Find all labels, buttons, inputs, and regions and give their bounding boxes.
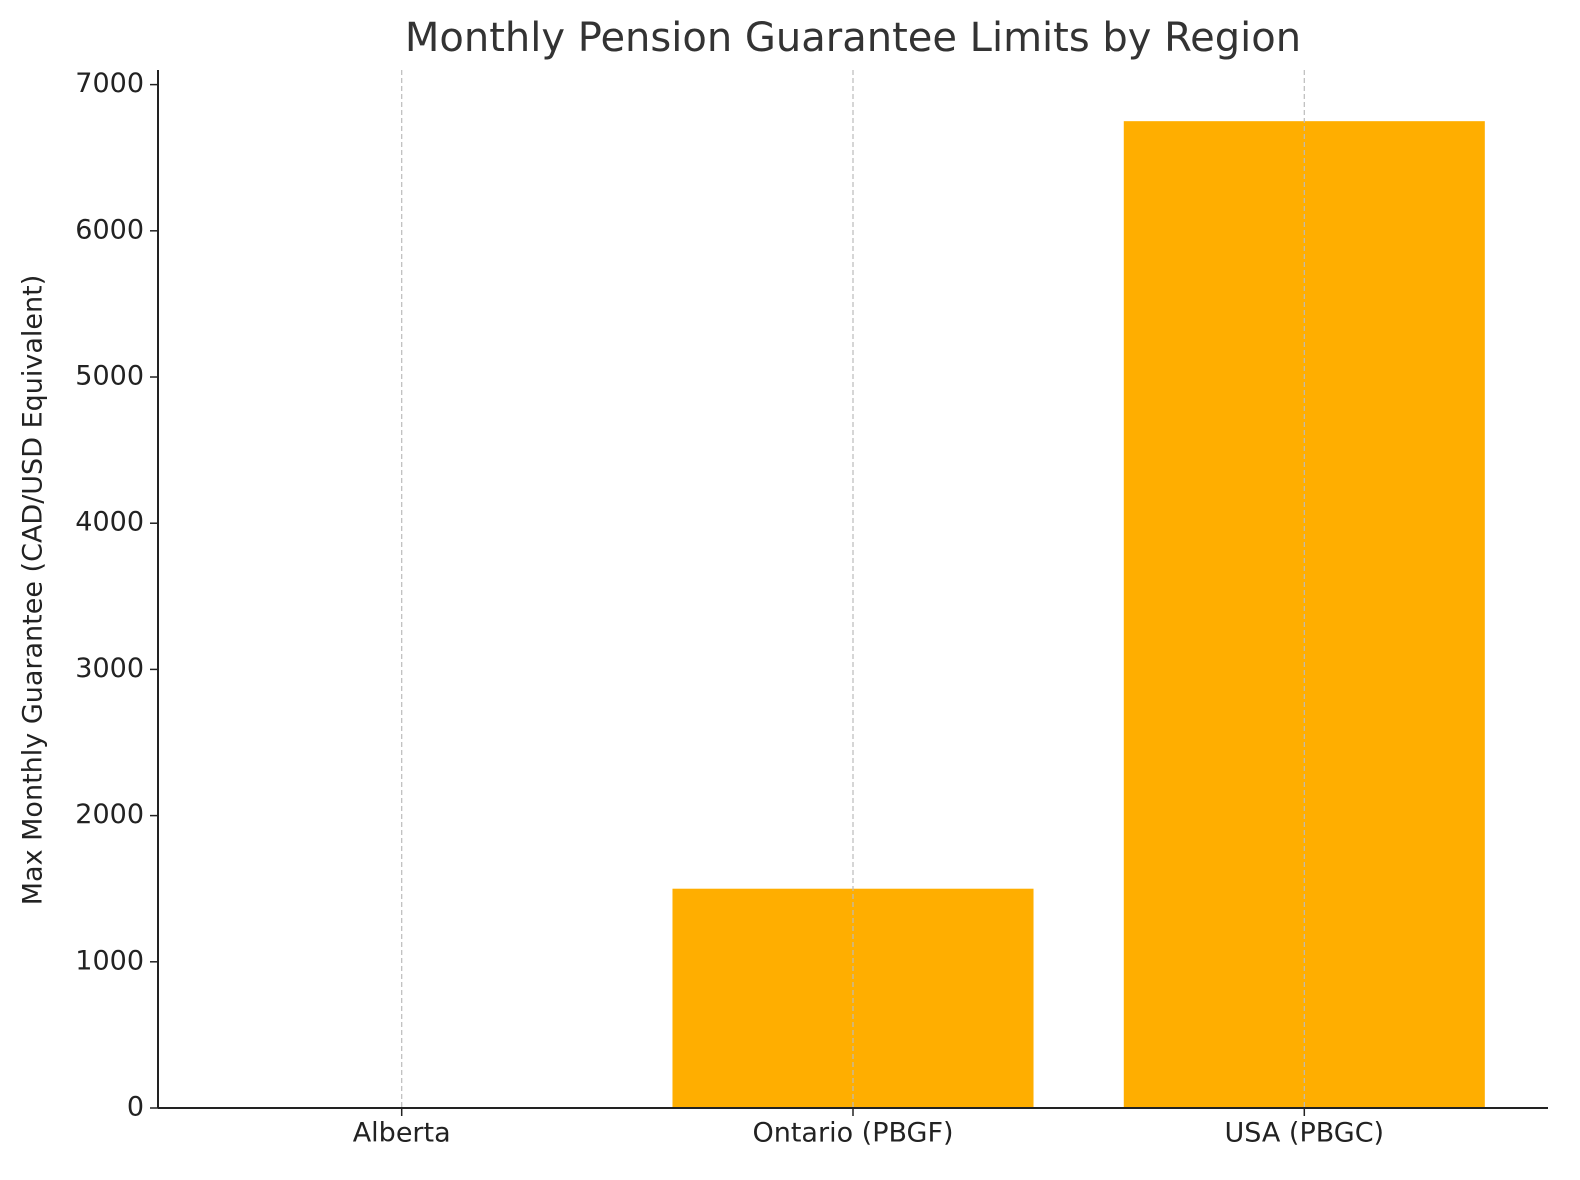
- chart-title: Monthly Pension Guarantee Limits by Regi…: [405, 15, 1301, 61]
- y-tick-label: 0: [127, 1092, 144, 1123]
- y-tick-label: 4000: [75, 507, 144, 538]
- y-tick-label: 6000: [75, 214, 144, 245]
- x-tick-label: Ontario (PBGF): [752, 1118, 953, 1149]
- y-tick-label: 5000: [75, 361, 144, 392]
- y-tick-label: 7000: [75, 68, 144, 99]
- y-axis-label: Max Monthly Guarantee (CAD/USD Equivalen…: [18, 275, 49, 906]
- y-tick-label: 1000: [75, 945, 144, 976]
- x-tick-label: Alberta: [353, 1118, 451, 1149]
- x-tick-label: USA (PBGC): [1224, 1118, 1384, 1149]
- y-tick-label: 2000: [75, 799, 144, 830]
- y-tick-label: 3000: [75, 653, 144, 684]
